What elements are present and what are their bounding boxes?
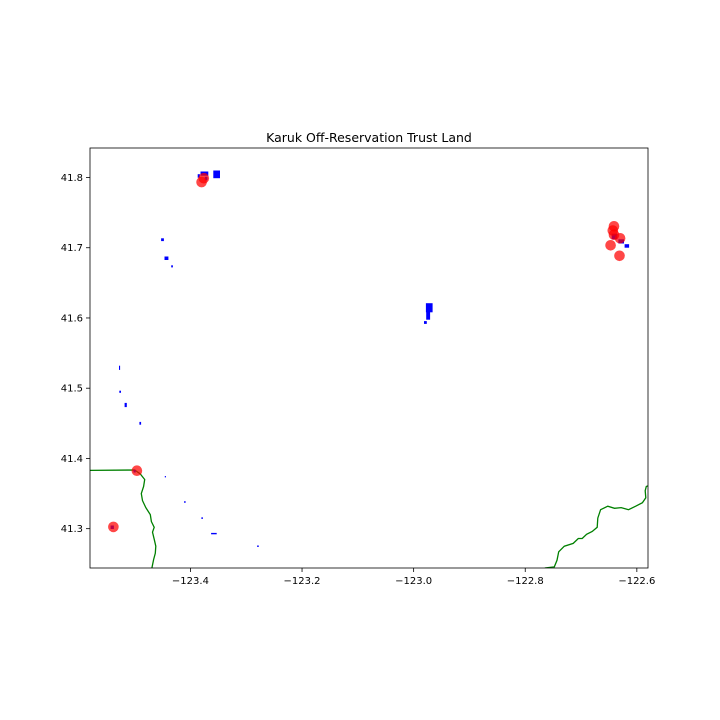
y-tick-label: 41.4 [61, 454, 83, 465]
trust-land-parcel-7 [171, 265, 173, 268]
trust-land-parcel-9 [426, 311, 431, 320]
x-tick-label: −123.0 [395, 576, 432, 587]
site-markers [108, 172, 626, 533]
axes-frame [89, 147, 649, 569]
boundary-lines [90, 469, 648, 568]
trust-land-parcel-8 [425, 303, 433, 313]
trust-land-parcel-20 [201, 517, 203, 519]
x-tick-label: −122.8 [507, 576, 544, 587]
trust-land-parcel-18 [164, 476, 166, 478]
y-tick-label: 41.3 [61, 524, 83, 535]
trust-land-parcel-1 [197, 174, 200, 178]
map-plot-area [90, 170, 648, 568]
trust-land-parcel-16 [124, 402, 127, 408]
trust-land-parcel-3 [213, 170, 220, 179]
trust-land-parcel-21 [211, 532, 217, 535]
trust-land-parcel-10 [424, 321, 427, 324]
x-axis: −123.4 −123.2 −123.0 −122.8 −122.6 [172, 568, 655, 587]
site-marker-8 [614, 250, 625, 262]
trust-land-parcel-6 [164, 256, 169, 260]
y-axis: 41.3 41.4 41.5 41.6 41.7 41.8 [61, 173, 90, 535]
x-tick-label: −123.2 [284, 576, 321, 587]
site-marker-10 [108, 521, 119, 533]
trust-land-parcel-19 [184, 501, 186, 503]
x-tick-label: −122.6 [618, 576, 655, 587]
boundary-line-2 [544, 485, 648, 568]
site-marker-7 [605, 240, 616, 251]
x-tick-label: −123.4 [172, 576, 209, 587]
site-marker-6 [614, 233, 626, 244]
site-marker-9 [131, 465, 143, 477]
y-tick-label: 41.8 [61, 173, 83, 184]
map-title: Karuk Off-Reservation Trust Land [266, 130, 472, 145]
trust-land-parcel-22 [257, 545, 259, 547]
trust-land-parcel-5 [161, 238, 164, 242]
y-tick-label: 41.6 [61, 313, 83, 324]
trust-land-parcel-13 [624, 244, 630, 248]
trust-land-parcel-14 [119, 365, 121, 370]
y-tick-label: 41.5 [61, 384, 83, 395]
trust-land-parcel-17 [139, 421, 142, 425]
site-marker-2 [198, 172, 210, 184]
boundary-line-1 [90, 469, 157, 568]
y-tick-label: 41.7 [61, 243, 83, 254]
trust-land-parcel-15 [119, 390, 121, 393]
